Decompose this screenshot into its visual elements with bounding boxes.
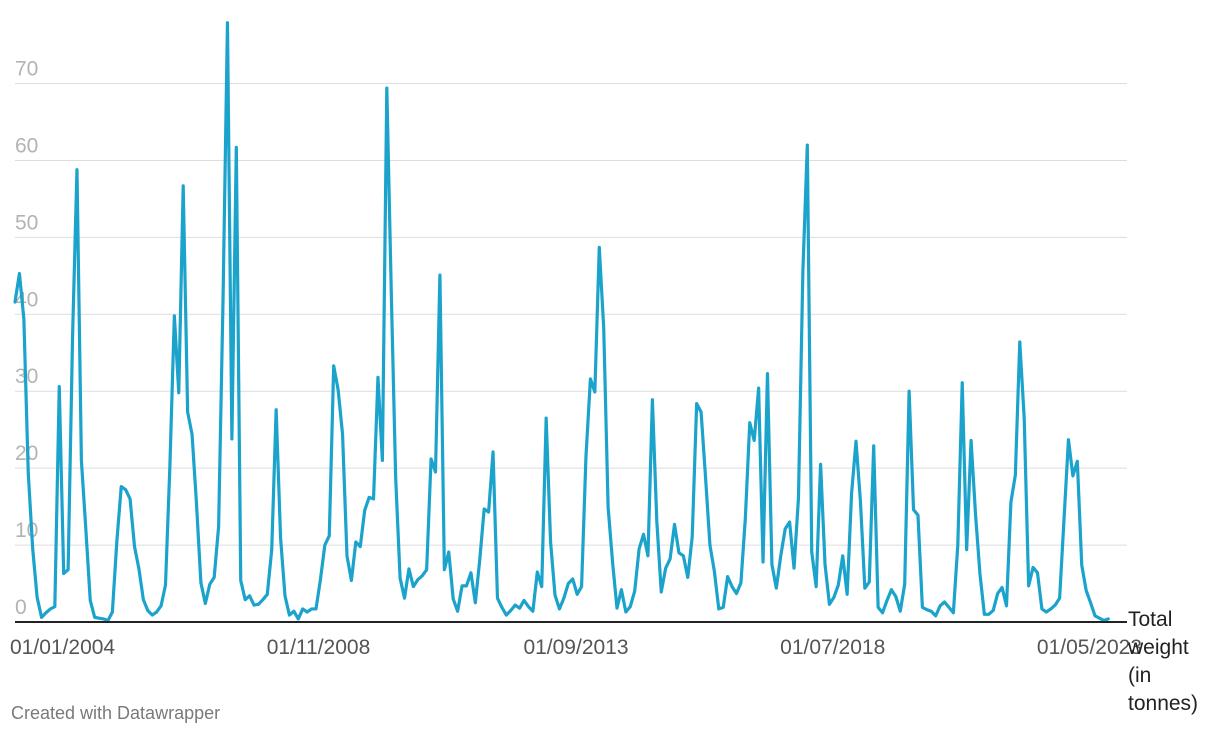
x-tick-label: 01/07/2018 xyxy=(780,636,885,659)
x-axis-ticks: 01/01/2004 01/11/2008 01/09/2013 01/07/2018… xyxy=(10,636,1142,659)
y-axis-label-line: weight xyxy=(1127,636,1189,659)
x-tick-label: 01/09/2013 xyxy=(523,636,628,659)
y-tick-label: 70 xyxy=(15,58,38,81)
x-tick-label: 01/05/2023 xyxy=(1037,636,1142,659)
y-tick-label: 40 xyxy=(15,288,38,311)
y-tick-label: 50 xyxy=(15,211,38,234)
y-tick-label: 60 xyxy=(15,134,38,157)
y-tick-label: 0 xyxy=(15,596,27,619)
y-tick-label: 10 xyxy=(15,519,38,542)
series-line xyxy=(13,21,1110,623)
y-axis-label: Total weight (in tonnes) xyxy=(1127,608,1198,715)
y-axis-label-line: Total xyxy=(1128,608,1172,631)
x-tick-label: 01/01/2004 xyxy=(10,636,115,659)
y-axis-label-line: tonnes) xyxy=(1128,692,1198,715)
gridlines xyxy=(15,83,1127,546)
credit-text: Created with Datawrapper xyxy=(11,703,221,723)
x-tick-label: 01/11/2008 xyxy=(267,636,371,659)
y-axis-label-line: (in xyxy=(1128,664,1151,687)
